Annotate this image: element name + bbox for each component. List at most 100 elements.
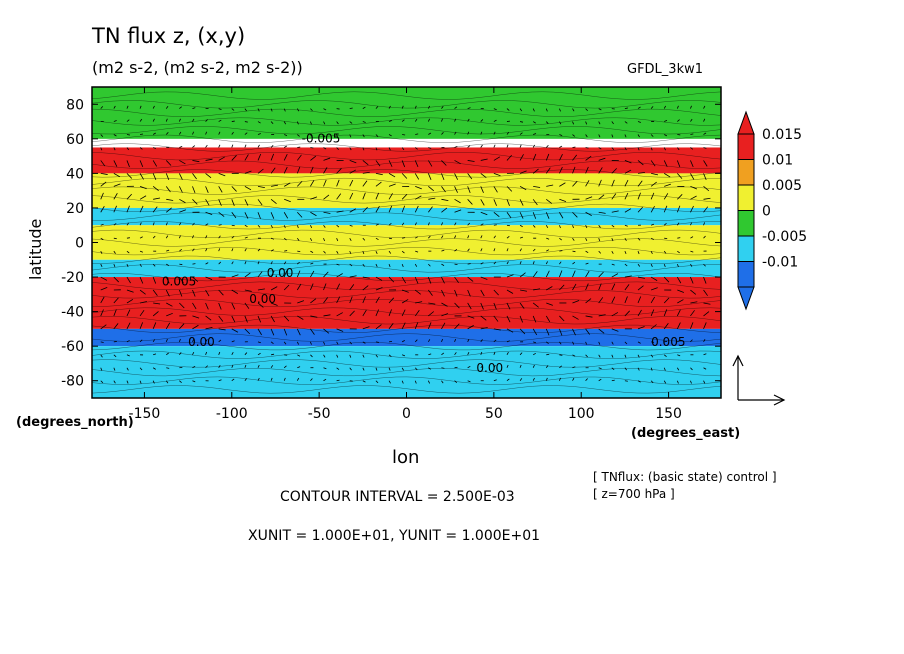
- colorbar-arrow-top: [737, 110, 755, 135]
- contour-line: [92, 359, 721, 368]
- flux-arrow: [677, 173, 683, 179]
- flux-arrow: [231, 212, 237, 219]
- flux-arrow: [690, 222, 693, 226]
- flux-arrow: [441, 105, 444, 109]
- flux-arrow: [166, 302, 173, 307]
- flux-arrow: [611, 296, 616, 304]
- flux-arrow: [441, 302, 448, 307]
- flux-arrow: [284, 198, 291, 203]
- flux-arrow: [651, 341, 655, 343]
- flux-arrow: [297, 354, 301, 357]
- flux-arrow: [585, 328, 591, 335]
- flux-arrow: [428, 302, 436, 305]
- flux-arrow: [218, 351, 221, 355]
- flux-arrow: [349, 341, 353, 345]
- flux-arrow: [441, 235, 444, 239]
- flux-arrow: [572, 300, 580, 304]
- flux-arrow: [296, 328, 301, 336]
- flux-arrow: [650, 250, 653, 255]
- flux-arrow: [546, 302, 553, 306]
- flux-arrow: [690, 195, 697, 200]
- flux-arrow: [139, 309, 145, 317]
- flux-arrow: [637, 285, 644, 291]
- flux-arrow: [480, 131, 483, 135]
- flux-arrow: [519, 315, 524, 323]
- flux-arrow: [375, 309, 380, 317]
- flux-arrow: [703, 132, 707, 135]
- flux-arrow: [585, 155, 592, 161]
- flux-arrow: [624, 147, 627, 151]
- flux-arrow: [441, 276, 445, 284]
- flux-vectors: 0.005 0.00 -0.005 0.00 0.005 0.00 0.00: [100, 105, 711, 384]
- flux-arrow: [218, 261, 222, 265]
- flux-arrow: [545, 153, 550, 161]
- flux-arrow: [192, 366, 196, 369]
- flux-arrow: [454, 352, 457, 356]
- flux-arrow: [559, 377, 561, 381]
- flux-arrow: [283, 153, 288, 161]
- flux-arrow: [559, 145, 563, 148]
- flux-arrow: [375, 134, 379, 137]
- flux-arrow: [637, 354, 640, 358]
- flux-arrow: [349, 169, 357, 174]
- flux-arrow: [205, 173, 212, 179]
- flux-arrow: [677, 354, 681, 357]
- contour-line: [92, 160, 721, 169]
- flux-arrow: [270, 249, 274, 252]
- flux-arrow: [506, 340, 510, 343]
- flux-arrow: [257, 248, 261, 252]
- flux-arrow: [297, 261, 300, 265]
- flux-arrow: [375, 276, 383, 281]
- flux-arrow: [362, 171, 370, 174]
- y-tick-label: 80: [66, 97, 84, 113]
- flux-arrow: [152, 132, 156, 135]
- flux-arrow: [506, 224, 510, 227]
- flux-arrow: [192, 118, 195, 122]
- flux-arrow: [349, 263, 353, 267]
- flux-arrow: [139, 276, 144, 284]
- flux-arrow: [532, 364, 535, 368]
- flux-arrow: [703, 206, 709, 213]
- contour-line: [92, 255, 721, 264]
- contour-line: [92, 298, 721, 308]
- flux-arrow: [401, 250, 405, 254]
- flux-arrow: [545, 145, 549, 148]
- flux-arrow: [192, 235, 194, 239]
- flux-arrow: [650, 296, 656, 304]
- flux-arrow: [467, 173, 473, 180]
- flux-arrow: [205, 339, 208, 343]
- flux-arrow: [244, 315, 248, 323]
- flux-arrow: [296, 270, 301, 278]
- flux-arrow: [401, 309, 406, 317]
- flux-arrow: [441, 322, 446, 330]
- flux-arrow: [388, 120, 392, 122]
- flux-arrow: [519, 236, 524, 239]
- flux-arrow: [179, 276, 184, 283]
- flux-arrow: [493, 186, 498, 193]
- flux-arrow: [559, 365, 562, 369]
- model-label: GFDL_3kw1: [627, 62, 704, 77]
- flux-arrow: [441, 289, 445, 297]
- flux-arrow: [401, 289, 409, 293]
- flux-arrow: [336, 283, 341, 291]
- flux-arrow: [231, 108, 235, 111]
- flux-arrow: [323, 271, 329, 278]
- flux-arrow: [179, 146, 183, 148]
- flux-arrow: [139, 205, 144, 213]
- flux-arrow: [257, 302, 264, 308]
- flux-arrow: [467, 351, 470, 355]
- heatmap-band: [92, 259, 721, 278]
- flux-arrow: [401, 354, 406, 357]
- flux-arrow: [506, 289, 514, 294]
- flux-arrow: [284, 250, 288, 252]
- flux-arrow: [624, 237, 627, 241]
- flux-arrow: [598, 134, 601, 138]
- flux-arrow: [414, 339, 418, 343]
- flux-arrow: [428, 186, 435, 192]
- contour-line: [92, 281, 721, 290]
- flux-arrow: [336, 379, 340, 382]
- flux-arrow: [375, 172, 383, 176]
- flux-arrow: [663, 380, 667, 384]
- flux-arrow: [323, 341, 326, 345]
- flux-arrow: [480, 248, 483, 252]
